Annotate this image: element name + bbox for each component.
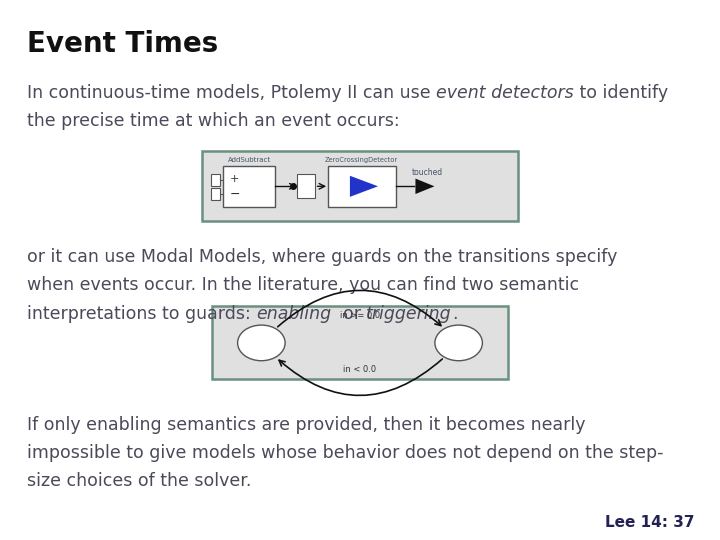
Text: in < 0.0: in < 0.0 bbox=[343, 366, 377, 374]
Text: to identify: to identify bbox=[574, 84, 668, 102]
Text: event detectors: event detectors bbox=[436, 84, 574, 102]
Text: size choices of the solver.: size choices of the solver. bbox=[27, 472, 252, 490]
Text: when events occur. In the literature, you can find two semantic: when events occur. In the literature, yo… bbox=[27, 276, 580, 294]
Text: in >= 0.0: in >= 0.0 bbox=[340, 312, 380, 320]
Text: the precise time at which an event occurs:: the precise time at which an event occur… bbox=[27, 112, 400, 130]
Text: AddSubtract: AddSubtract bbox=[228, 157, 271, 163]
Text: or: or bbox=[332, 305, 366, 322]
Text: .: . bbox=[452, 305, 457, 322]
FancyBboxPatch shape bbox=[223, 166, 275, 206]
Text: or it can use Modal Models, where guards on the transitions specify: or it can use Modal Models, where guards… bbox=[27, 248, 618, 266]
Text: B: B bbox=[454, 336, 463, 349]
Text: Event Times: Event Times bbox=[27, 30, 219, 58]
FancyBboxPatch shape bbox=[328, 166, 396, 206]
Text: In continuous-time models, Ptolemy II can use: In continuous-time models, Ptolemy II ca… bbox=[27, 84, 436, 102]
FancyBboxPatch shape bbox=[297, 174, 315, 198]
Text: touched: touched bbox=[411, 167, 443, 177]
FancyBboxPatch shape bbox=[212, 306, 508, 379]
Circle shape bbox=[238, 325, 285, 361]
Text: enabling: enabling bbox=[256, 305, 332, 322]
Text: +: + bbox=[230, 174, 239, 185]
Text: triggering: triggering bbox=[366, 305, 452, 322]
FancyBboxPatch shape bbox=[202, 151, 518, 221]
Text: interpretations to guards:: interpretations to guards: bbox=[27, 305, 256, 322]
Polygon shape bbox=[415, 179, 434, 194]
Text: Lee 14: 37: Lee 14: 37 bbox=[606, 515, 695, 530]
FancyBboxPatch shape bbox=[211, 188, 220, 200]
Text: ZeroCrossingDetector: ZeroCrossingDetector bbox=[325, 157, 398, 163]
Polygon shape bbox=[350, 176, 378, 197]
FancyBboxPatch shape bbox=[211, 174, 220, 186]
Text: If only enabling semantics are provided, then it becomes nearly: If only enabling semantics are provided,… bbox=[27, 416, 586, 434]
Text: impossible to give models whose behavior does not depend on the step-: impossible to give models whose behavior… bbox=[27, 444, 664, 462]
Circle shape bbox=[435, 325, 482, 361]
Text: −: − bbox=[230, 188, 240, 201]
Text: A: A bbox=[257, 336, 266, 349]
